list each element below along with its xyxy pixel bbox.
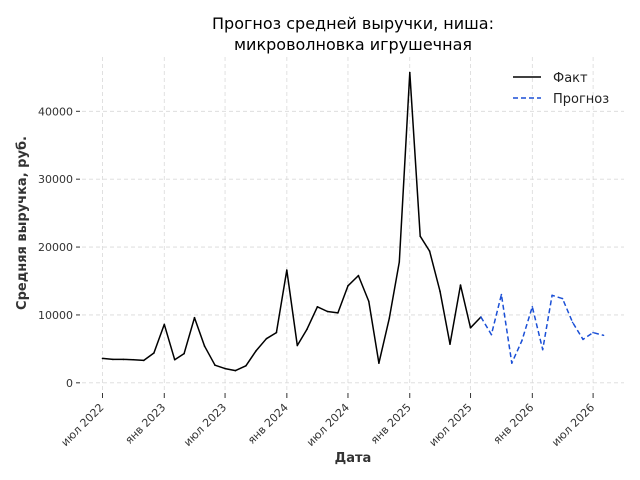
data-point-fact [143, 359, 145, 362]
data-point-forecast [551, 294, 553, 297]
x-tick-label: июл 2023 [181, 401, 229, 449]
data-point-fact [469, 327, 472, 329]
data-point-forecast [541, 348, 544, 351]
data-point-fact [347, 285, 349, 287]
data-point-forecast [531, 306, 534, 308]
data-point-fact [112, 358, 114, 361]
data-point-fact [153, 352, 155, 354]
data-point-fact [378, 362, 380, 364]
data-point-fact [214, 364, 216, 367]
data-point-fact [122, 358, 125, 361]
data-point-fact [275, 331, 278, 334]
x-tick-label: июл 2025 [427, 401, 475, 449]
data-point-fact [419, 235, 422, 237]
data-point-fact [388, 317, 391, 320]
data-point-forecast [571, 321, 574, 324]
data-point-fact [203, 345, 206, 348]
x-axis-label: Дата [335, 451, 372, 466]
data-point-fact [337, 312, 339, 314]
chart-title-line-1: Прогноз средней выручки, ниша: [212, 14, 494, 33]
legend-label-fact: Факт [553, 71, 588, 86]
data-point-fact [255, 350, 257, 352]
data-point-fact [398, 261, 401, 263]
x-tick-label: июл 2024 [304, 401, 352, 449]
data-point-forecast [490, 333, 493, 336]
data-point-fact [368, 300, 370, 303]
y-tick-label: 40000 [38, 105, 73, 118]
data-point-fact [428, 250, 431, 252]
x-tick-label: июл 2026 [549, 401, 597, 449]
series [101, 71, 605, 372]
data-point-fact [326, 310, 329, 313]
y-tick-label: 10000 [38, 309, 73, 322]
y-axis-label: Средняя выручка, руб. [15, 136, 30, 310]
data-point-fact [357, 274, 360, 277]
data-point-fact [449, 343, 451, 345]
data-point-fact [173, 358, 176, 361]
data-point-fact [234, 369, 237, 372]
x-tick-label: янв 2026 [491, 401, 537, 447]
y-tick-label: 0 [66, 377, 73, 390]
series-line-forecast [480, 293, 604, 364]
data-point-fact [459, 284, 462, 286]
data-point-fact [193, 316, 196, 319]
x-tick-label: янв 2024 [245, 401, 291, 447]
y-tick-label: 30000 [38, 173, 73, 186]
data-point-fact [316, 306, 319, 308]
data-point-fact [183, 352, 185, 355]
data-point-forecast [521, 339, 523, 342]
data-point-fact [296, 344, 299, 347]
x-tick-label: янв 2025 [368, 401, 414, 447]
data-point-fact [245, 365, 247, 367]
data-point-fact [132, 358, 135, 361]
data-point-forecast [500, 293, 503, 296]
data-point-forecast [582, 338, 584, 341]
data-point-fact [409, 71, 411, 74]
data-point-fact [439, 290, 441, 293]
y-tick-label: 20000 [38, 241, 73, 254]
y-axis-ticks: 0 10000 20000 30000 40000 [38, 105, 80, 390]
x-axis-ticks: июл 2022 янв 2023 июл 2023 янв 2024 июл 2024… [59, 393, 597, 449]
data-point-fact [286, 269, 288, 271]
data-point-fact [306, 328, 308, 331]
grid [82, 57, 624, 393]
data-point-fact [101, 357, 104, 360]
data-point-forecast [602, 334, 605, 337]
data-point-fact [265, 337, 268, 340]
x-tick-label: июл 2022 [59, 401, 107, 449]
legend-label-forecast: Прогноз [553, 92, 609, 107]
data-point-fact [163, 323, 166, 326]
data-point-forecast [592, 331, 594, 334]
data-point-fact [224, 367, 226, 370]
data-point-forecast [561, 297, 564, 300]
data-point-forecast [480, 316, 482, 318]
data-point-forecast [511, 362, 513, 364]
legend: Факт Прогноз [513, 71, 609, 107]
chart-title-line-2: микроволновка игрушечная [234, 35, 472, 54]
x-tick-label: янв 2023 [123, 401, 169, 447]
series-line-fact [102, 71, 482, 372]
